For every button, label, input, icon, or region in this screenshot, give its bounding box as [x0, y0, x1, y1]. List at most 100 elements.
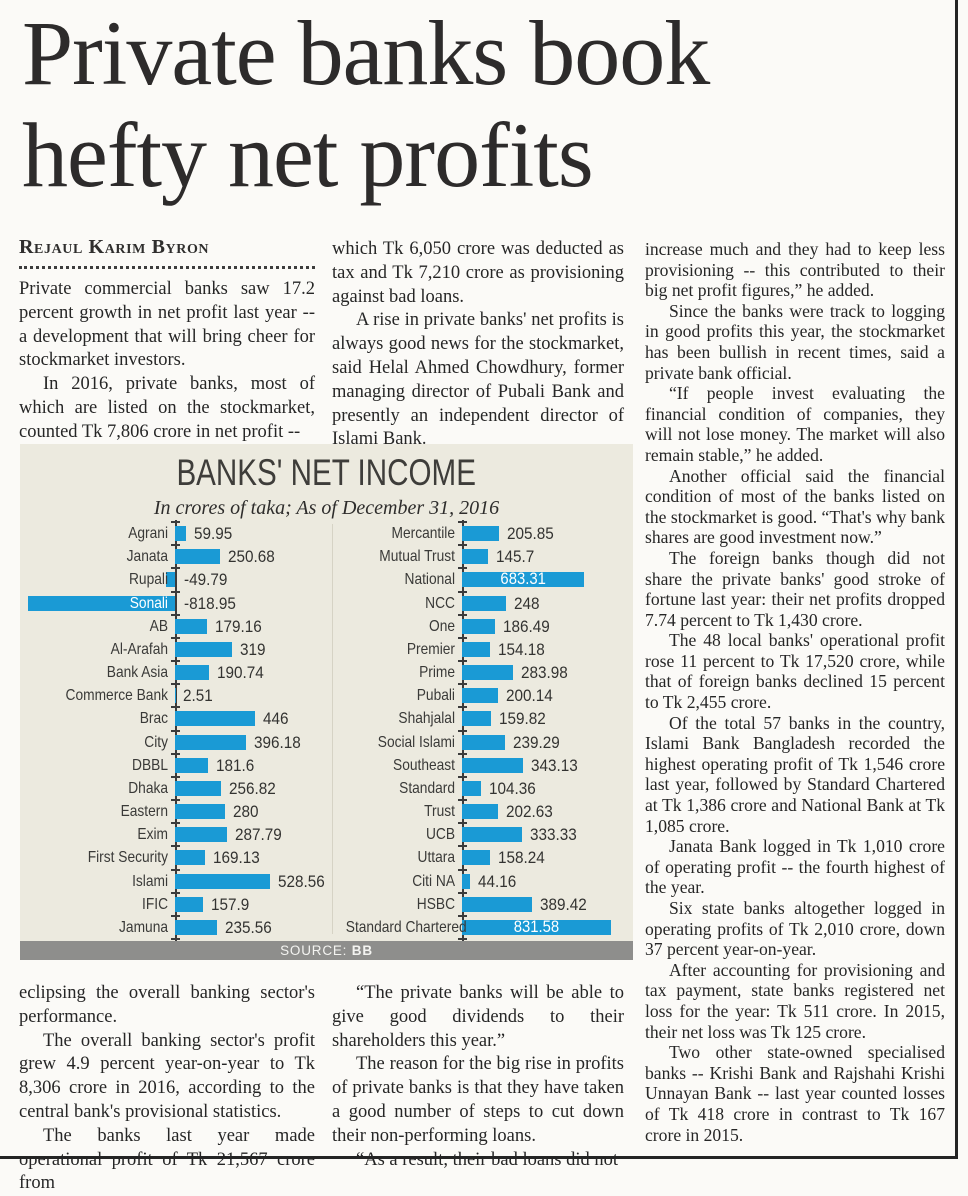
bar-label: AB	[41, 615, 168, 638]
axis-tick	[171, 799, 180, 801]
bar-value: 283.98	[521, 661, 568, 684]
bar-value: 396.18	[254, 731, 301, 754]
banks-net-income-chart: BANKS' NET INCOME In crores of taka; As …	[20, 444, 633, 941]
chart-row: Agrani 59.95	[20, 522, 328, 545]
bar	[175, 874, 270, 889]
bar-label: Bank Asia	[41, 661, 168, 684]
axis-tick	[171, 521, 180, 523]
bar-label: Dhaka	[41, 777, 168, 800]
paragraph: A rise in private banks' net profits is …	[332, 309, 624, 452]
source-label: SOURCE:	[280, 943, 352, 958]
bar-label: Prime	[346, 661, 455, 684]
chart-row: Prime 283.98	[328, 661, 633, 684]
chart-source-bar: SOURCE: BB	[20, 941, 633, 960]
bar-label: Islami	[41, 870, 168, 893]
axis-tick	[458, 776, 467, 778]
bar	[175, 735, 246, 750]
bar-value: 239.29	[513, 731, 560, 754]
paragraph: “If people invest evaluating the financi…	[645, 383, 945, 465]
bar-label: Brac	[41, 707, 168, 730]
bar-label: IFIC	[41, 893, 168, 916]
bar-label: Uttara	[346, 846, 455, 869]
bar-value: 248	[514, 592, 540, 615]
bar-label: HSBC	[346, 893, 455, 916]
bar	[462, 619, 495, 634]
bar-label: UCB	[346, 823, 455, 846]
bar-value: 44.16	[478, 870, 516, 893]
bar	[462, 526, 499, 541]
bar-value: 831.58	[469, 916, 603, 939]
bar-value: 159.82	[499, 707, 546, 730]
bar-label: Southeast	[346, 754, 455, 777]
bar	[462, 850, 490, 865]
axis-tick	[458, 753, 467, 755]
bar-value: 190.74	[217, 661, 264, 684]
bar-label: Shahjalal	[346, 707, 455, 730]
bar-value: 250.68	[228, 545, 275, 568]
chart-row: UCB 333.33	[328, 823, 633, 846]
bar-value: 235.56	[225, 916, 272, 939]
bar-value: 333.33	[530, 823, 577, 846]
bar-label: Standard	[346, 777, 455, 800]
paragraph: Six state banks altogether logged in ope…	[645, 898, 945, 960]
paragraph: Of the total 57 banks in the country, Is…	[645, 713, 945, 837]
bar	[175, 526, 186, 541]
bar-label: Commerce Bank	[41, 684, 168, 707]
page-right-rule	[955, 0, 958, 1159]
bar-value: 2.51	[183, 684, 213, 707]
bar	[175, 549, 220, 564]
axis-tick	[171, 753, 180, 755]
paragraph: The 48 local banks' operational profit r…	[645, 630, 945, 712]
bar	[175, 827, 227, 842]
axis-tick	[458, 660, 467, 662]
bar-value: 528.56	[278, 870, 325, 893]
bar-value: 154.18	[498, 638, 545, 661]
chart-title: BANKS' NET INCOME	[177, 452, 477, 494]
bar	[462, 758, 523, 773]
axis-tick	[458, 845, 467, 847]
bar-label: Sonali	[41, 592, 168, 615]
axis-tick	[171, 915, 180, 917]
axis-tick	[458, 544, 467, 546]
paragraph: which Tk 6,050 crore was deducted as tax…	[332, 238, 624, 309]
bar-value: 683.31	[468, 568, 578, 591]
headline: Private banks book hefty net profits	[22, 2, 952, 206]
bar	[175, 804, 225, 819]
bar	[462, 827, 522, 842]
paragraph: Private commercial banks saw 17.2 percen…	[19, 278, 315, 373]
bar-label: One	[346, 615, 455, 638]
column-2-top: which Tk 6,050 crore was deducted as tax…	[332, 238, 624, 452]
paragraph: Janata Bank logged in Tk 1,010 crore of …	[645, 836, 945, 898]
axis-tick	[171, 637, 180, 639]
bar-value: 59.95	[194, 522, 232, 545]
axis-tick	[458, 637, 467, 639]
bar-label: Agrani	[41, 522, 168, 545]
bar-label: NCC	[346, 592, 455, 615]
axis-tick	[171, 730, 180, 732]
bar	[175, 758, 208, 773]
axis-tick	[458, 915, 467, 917]
paragraph: Two other state-owned specialised banks …	[645, 1042, 945, 1145]
axis-tick	[171, 614, 180, 616]
paragraph: The overall banking sector's profit grew…	[19, 1030, 315, 1125]
axis-tick	[171, 660, 180, 662]
bar-label: Rupali	[41, 568, 168, 591]
bar	[462, 642, 490, 657]
axis-tick	[171, 683, 180, 685]
axis-tick	[458, 730, 467, 732]
bar	[462, 549, 488, 564]
bar-value: 179.16	[215, 615, 262, 638]
bar-value: 200.14	[506, 684, 553, 707]
paragraph: The foreign banks though did not share t…	[645, 548, 945, 630]
paragraph: The banks last year made operational pro…	[19, 1125, 315, 1196]
